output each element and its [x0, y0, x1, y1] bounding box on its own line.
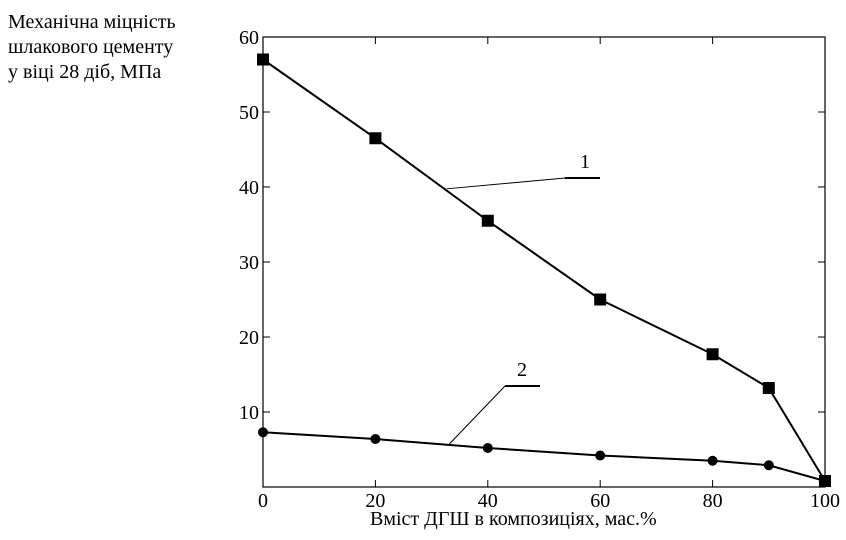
x-tick-label: 100 [810, 490, 840, 512]
series-1-point [594, 293, 607, 306]
series-1-leader-line [446, 177, 566, 190]
y-tick-label: 40 [239, 177, 259, 199]
series-1-label: 1 [580, 151, 590, 173]
series-2-point [595, 450, 606, 461]
series-2-point [258, 427, 268, 438]
y-axis-label-line-2: шлакового цементу [8, 36, 174, 58]
series-2-label: 2 [517, 359, 527, 381]
x-tick-label: 0 [258, 490, 268, 512]
series-2-line [262, 431, 826, 482]
series-1-point [257, 53, 269, 66]
series-1-point [762, 382, 775, 394]
plot-frame [262, 36, 826, 488]
series-2-leader-line [449, 385, 506, 445]
y-tick-label: 50 [239, 102, 259, 124]
x-tick-label: 20 [365, 490, 385, 512]
x-tick-label: 80 [703, 490, 723, 512]
y-tick-label: 20 [239, 327, 259, 349]
series-1-point [481, 214, 494, 227]
series-2-point [370, 434, 381, 444]
series-2-point [707, 455, 718, 466]
x-tick-label: 60 [590, 490, 610, 512]
y-tick-label: 10 [239, 402, 259, 424]
y-tick-label: 30 [239, 252, 259, 274]
series-2-point [763, 460, 774, 471]
y-axis-label: Механічна міцність шлакового цементу у в… [8, 10, 248, 85]
series-2-point [482, 443, 493, 453]
series-1-point [369, 132, 382, 145]
x-axis-label: Вміст ДГШ в композиціях, мас.% [370, 508, 657, 530]
y-axis-label-line-3: у віці 28 діб, МПа [8, 61, 162, 83]
y-axis-label-line-1: Механічна міцність [8, 11, 176, 33]
series-2-point [820, 476, 830, 486]
series-1-line [262, 58, 826, 482]
series-1-point [706, 348, 719, 361]
x-tick-label: 40 [478, 490, 498, 512]
y-tick-label: 60 [239, 27, 259, 49]
